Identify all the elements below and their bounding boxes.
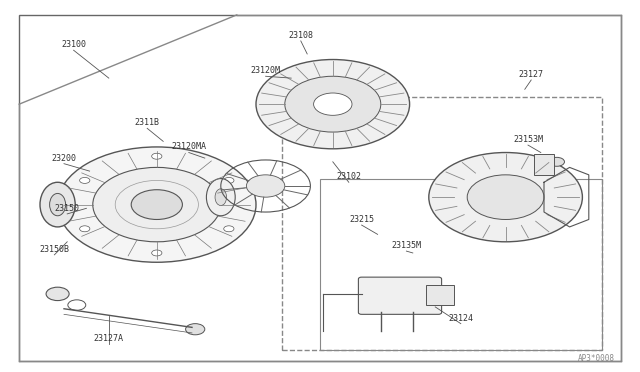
Ellipse shape <box>215 189 227 205</box>
Text: AP3*0008: AP3*0008 <box>577 354 614 363</box>
Circle shape <box>224 226 234 232</box>
Ellipse shape <box>40 182 76 227</box>
Text: 23124: 23124 <box>448 314 474 323</box>
Circle shape <box>79 177 90 183</box>
Text: 23153M: 23153M <box>513 135 543 144</box>
Text: 23127A: 23127A <box>94 334 124 343</box>
Circle shape <box>429 153 582 242</box>
Text: 23150B: 23150B <box>40 245 69 254</box>
Text: 23127: 23127 <box>518 70 544 79</box>
Text: 23150: 23150 <box>54 204 80 213</box>
Text: 23120M: 23120M <box>251 66 280 75</box>
Bar <box>426 285 454 305</box>
Ellipse shape <box>50 193 65 216</box>
Circle shape <box>131 190 182 219</box>
Circle shape <box>46 287 69 301</box>
Circle shape <box>467 175 544 219</box>
Bar <box>282 97 602 350</box>
Text: 23100: 23100 <box>61 40 86 49</box>
Circle shape <box>152 153 162 159</box>
Circle shape <box>285 76 381 132</box>
Text: 23200: 23200 <box>51 154 77 163</box>
Circle shape <box>93 167 221 242</box>
Circle shape <box>224 177 234 183</box>
Circle shape <box>186 324 205 335</box>
Circle shape <box>68 300 86 310</box>
Text: 23102: 23102 <box>336 172 362 181</box>
Circle shape <box>256 60 410 149</box>
Circle shape <box>549 157 564 166</box>
Circle shape <box>246 175 285 197</box>
FancyBboxPatch shape <box>358 277 442 314</box>
Bar <box>534 154 554 175</box>
Ellipse shape <box>206 179 236 216</box>
Text: 23135M: 23135M <box>392 241 421 250</box>
Circle shape <box>58 147 256 262</box>
Circle shape <box>314 93 352 115</box>
Circle shape <box>79 226 90 232</box>
Text: 23108: 23108 <box>288 31 314 40</box>
Bar <box>320 179 602 350</box>
Text: 23215: 23215 <box>349 215 374 224</box>
Text: 23120MA: 23120MA <box>172 142 206 151</box>
Text: 2311B: 2311B <box>134 118 160 127</box>
Circle shape <box>152 250 162 256</box>
